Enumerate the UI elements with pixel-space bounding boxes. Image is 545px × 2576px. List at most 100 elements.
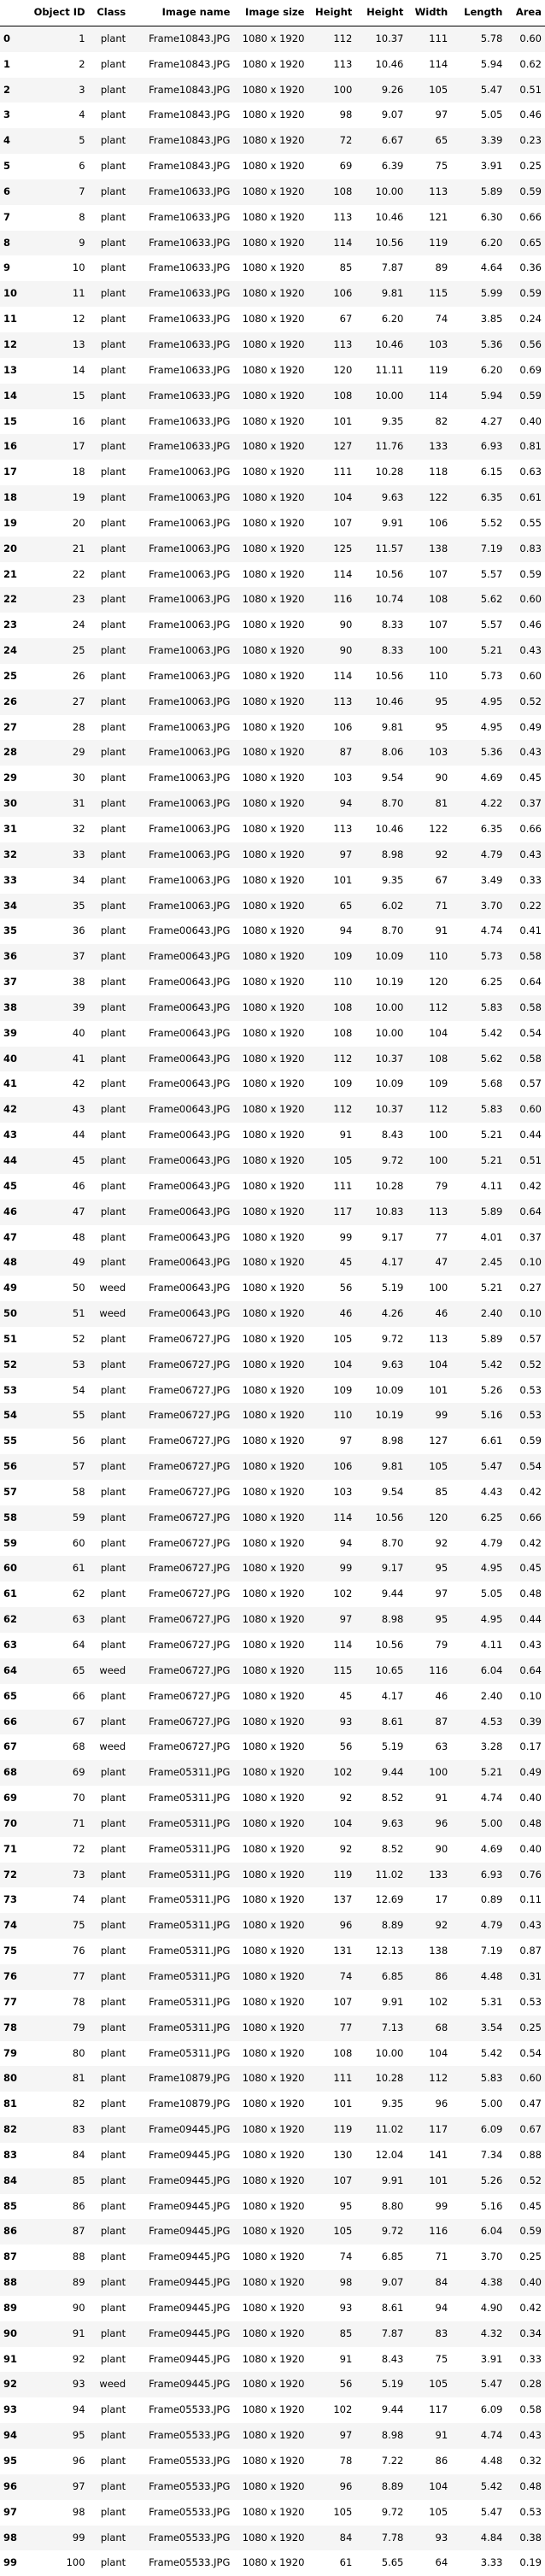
image-name-cell: Frame05311.JPG (149, 1893, 231, 1906)
image-size-cell: 1080 x 1920 (242, 134, 305, 147)
height-px-cell: 98 (339, 109, 353, 121)
row-index: 79 (3, 2046, 18, 2059)
width-cell: 113 (429, 1205, 448, 1218)
table-row: 38 39 plant Frame00643.JPG 1080 x 1920 108 10.… (0, 995, 545, 1021)
class-cell: plant (100, 134, 126, 147)
image-size-cell: 1080 x 1920 (242, 2301, 305, 2314)
object-id-cell: 55 (72, 1409, 85, 1422)
area-cell: 0.87 (519, 1945, 542, 1957)
row-index: 57 (3, 1485, 18, 1498)
object-id-cell: 93 (72, 2378, 85, 2391)
area-cell: 0.34 (519, 2327, 542, 2339)
area-cell: 0.59 (519, 287, 542, 300)
width-cell: 92 (435, 1536, 448, 1549)
image-size-cell: 1080 x 1920 (242, 363, 305, 376)
width-cell: 83 (435, 2327, 448, 2339)
area-cell: 0.25 (519, 160, 542, 173)
area-cell: 0.59 (519, 389, 542, 402)
class-cell: plant (100, 1026, 126, 1039)
row-index: 30 (3, 797, 18, 810)
object-id-cell: 8 (79, 210, 85, 223)
image-size-cell: 1080 x 1920 (242, 1995, 305, 2008)
table-row: 92 93 weed Frame09445.JPG 1080 x 1920 56 5.19 1… (0, 2372, 545, 2398)
length-cell: 6.25 (480, 976, 503, 989)
area-cell: 0.42 (519, 1536, 542, 1549)
class-cell: plant (100, 83, 126, 96)
height-px-cell: 98 (339, 2276, 353, 2289)
object-id-cell: 98 (72, 2505, 85, 2518)
length-cell: 5.47 (480, 83, 503, 96)
table-row: 18 19 plant Frame10063.JPG 1080 x 1920 104 9.6… (0, 485, 545, 511)
image-name-cell: Frame05311.JPG (149, 1995, 231, 2008)
object-id-cell: 1 (79, 32, 85, 44)
width-cell: 87 (435, 1715, 448, 1728)
area-cell: 0.11 (519, 1893, 542, 1906)
object-id-cell: 30 (72, 772, 85, 784)
table-row: 67 68 weed Frame06727.JPG 1080 x 1920 56 5.19 6… (0, 1734, 545, 1760)
table-row: 15 16 plant Frame10633.JPG 1080 x 1920 101 9.3… (0, 409, 545, 435)
image-name-cell: Frame10063.JPG (149, 695, 231, 707)
row-index: 43 (3, 1129, 18, 1141)
class-cell: plant (100, 1868, 126, 1881)
area-cell: 0.54 (519, 2046, 542, 2059)
class-cell: plant (100, 848, 126, 860)
image-size-cell: 1080 x 1920 (242, 873, 305, 886)
area-cell: 0.43 (519, 644, 542, 657)
image-size-cell: 1080 x 1920 (242, 1689, 305, 1702)
width-cell: 138 (429, 1945, 448, 1957)
width-cell: 105 (429, 2378, 448, 2391)
object-id-cell: 64 (72, 1639, 85, 1651)
object-id-cell: 9 (79, 236, 85, 249)
height-px-cell: 108 (333, 1000, 353, 1013)
table-row: 70 71 plant Frame05311.JPG 1080 x 1920 104 9.6… (0, 1810, 545, 1837)
object-id-cell: 94 (72, 2403, 85, 2416)
height-px-cell: 85 (339, 261, 353, 274)
height-px-cell: 105 (333, 2505, 353, 2518)
image-name-cell: Frame00643.JPG (149, 1153, 231, 1166)
row-index: 28 (3, 746, 18, 759)
object-id-cell: 40 (72, 1026, 85, 1039)
image-name-cell: Frame10063.JPG (149, 848, 231, 860)
image-name-cell: Frame00643.JPG (149, 1129, 231, 1141)
height-px-cell: 94 (339, 797, 353, 810)
area-cell: 0.58 (519, 1052, 542, 1065)
height-cell: 10.83 (375, 1205, 404, 1218)
table-row: 82 83 plant Frame09445.JPG 1080 x 1920 119 11.… (0, 2117, 545, 2143)
table-row: 57 58 plant Frame06727.JPG 1080 x 1920 103 9.5… (0, 1480, 545, 1505)
object-id-cell: 7 (79, 185, 85, 197)
height-px-cell: 113 (333, 695, 353, 707)
width-cell: 71 (435, 899, 448, 912)
length-cell: 4.95 (480, 1562, 503, 1575)
object-id-cell: 77 (72, 1969, 85, 1982)
object-id-cell: 46 (72, 1179, 85, 1192)
area-cell: 0.36 (519, 261, 542, 274)
class-cell: plant (100, 32, 126, 44)
column-header-height: Height (355, 0, 407, 26)
length-cell: 4.69 (480, 1842, 503, 1855)
length-cell: 4.95 (480, 720, 503, 733)
area-cell: 0.33 (519, 873, 542, 886)
height-cell: 7.78 (381, 2531, 404, 2544)
table-row: 44 45 plant Frame00643.JPG 1080 x 1920 105 9.7… (0, 1147, 545, 1174)
height-px-cell: 92 (339, 1842, 353, 1855)
length-cell: 5.42 (480, 2046, 503, 2059)
width-cell: 117 (429, 2123, 448, 2136)
class-cell: plant (100, 1766, 126, 1779)
image-name-cell: Frame10633.JPG (149, 337, 231, 350)
height-px-cell: 105 (333, 1153, 353, 1166)
length-cell: 4.32 (480, 2327, 503, 2339)
height-cell: 8.98 (381, 1435, 404, 1447)
object-id-cell: 72 (72, 1842, 85, 1855)
object-id-cell: 95 (72, 2429, 85, 2442)
image-size-cell: 1080 x 1920 (242, 2276, 305, 2289)
object-id-cell: 87 (72, 2225, 85, 2238)
image-name-cell: Frame06727.JPG (149, 1689, 231, 1702)
row-index: 91 (3, 2352, 18, 2365)
object-id-cell: 74 (72, 1893, 85, 1906)
table-row: 22 23 plant Frame10063.JPG 1080 x 1920 116 10.… (0, 587, 545, 613)
length-cell: 7.19 (480, 542, 503, 555)
height-cell: 5.65 (381, 2556, 404, 2569)
height-px-cell: 125 (333, 542, 353, 555)
image-name-cell: Frame09445.JPG (149, 2301, 231, 2314)
image-size-cell: 1080 x 1920 (242, 1842, 305, 1855)
